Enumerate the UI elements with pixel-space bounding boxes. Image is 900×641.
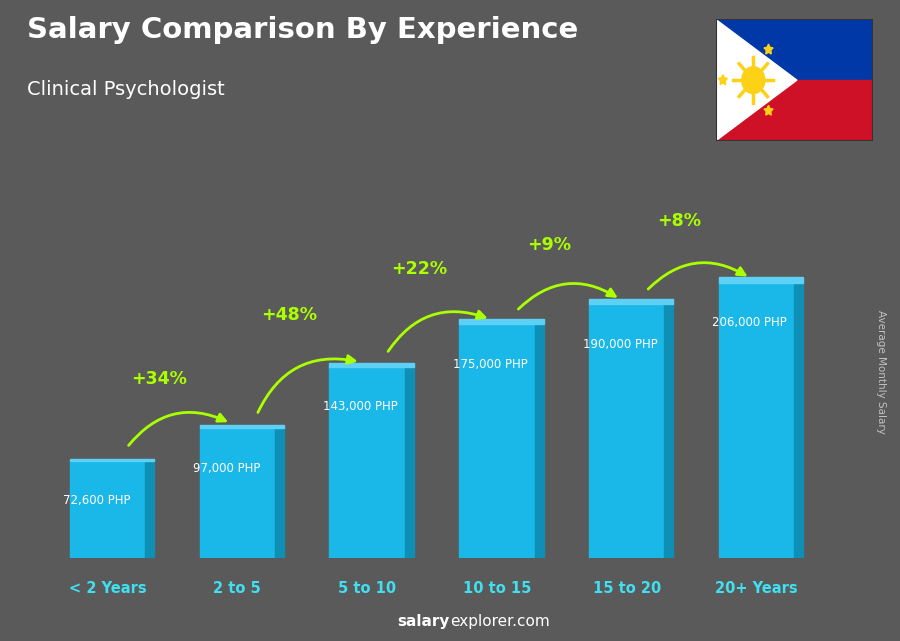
- Text: 2 to 5: 2 to 5: [213, 581, 261, 596]
- Bar: [794, 283, 804, 558]
- Polygon shape: [716, 19, 796, 141]
- Text: Salary Comparison By Experience: Salary Comparison By Experience: [27, 16, 578, 44]
- Text: salary: salary: [398, 615, 450, 629]
- Bar: [459, 319, 544, 324]
- Text: +8%: +8%: [657, 212, 701, 229]
- Bar: [329, 367, 405, 558]
- Text: Average Monthly Salary: Average Monthly Salary: [877, 310, 886, 434]
- Bar: [459, 324, 535, 558]
- Text: 206,000 PHP: 206,000 PHP: [713, 317, 788, 329]
- Bar: [719, 277, 804, 283]
- Bar: [664, 304, 673, 558]
- Text: Clinical Psychologist: Clinical Psychologist: [27, 80, 225, 99]
- Bar: [719, 283, 794, 558]
- Bar: [274, 428, 284, 558]
- Bar: [70, 461, 145, 558]
- Bar: [200, 426, 284, 428]
- Bar: [200, 428, 274, 558]
- Bar: [329, 363, 414, 367]
- Bar: [145, 461, 154, 558]
- Circle shape: [742, 67, 765, 94]
- Text: +34%: +34%: [131, 370, 187, 388]
- Polygon shape: [764, 44, 773, 54]
- Bar: [535, 324, 544, 558]
- Text: 15 to 20: 15 to 20: [592, 581, 661, 596]
- Bar: [716, 80, 873, 141]
- Text: 175,000 PHP: 175,000 PHP: [453, 358, 527, 370]
- Text: 72,600 PHP: 72,600 PHP: [63, 494, 130, 507]
- Text: +9%: +9%: [526, 237, 571, 254]
- Bar: [716, 19, 873, 80]
- Text: 20+ Years: 20+ Years: [716, 581, 798, 596]
- Text: 190,000 PHP: 190,000 PHP: [582, 338, 657, 351]
- Polygon shape: [718, 74, 727, 85]
- Text: +48%: +48%: [261, 306, 317, 324]
- Text: 10 to 15: 10 to 15: [463, 581, 531, 596]
- Text: 5 to 10: 5 to 10: [338, 581, 396, 596]
- Text: 97,000 PHP: 97,000 PHP: [194, 462, 260, 475]
- Bar: [590, 304, 664, 558]
- Bar: [405, 367, 414, 558]
- Polygon shape: [764, 105, 773, 115]
- Text: explorer.com: explorer.com: [450, 615, 550, 629]
- Text: < 2 Years: < 2 Years: [68, 581, 146, 596]
- Bar: [70, 459, 154, 461]
- Text: 143,000 PHP: 143,000 PHP: [323, 401, 398, 413]
- Text: +22%: +22%: [391, 260, 447, 278]
- Bar: [590, 299, 673, 304]
